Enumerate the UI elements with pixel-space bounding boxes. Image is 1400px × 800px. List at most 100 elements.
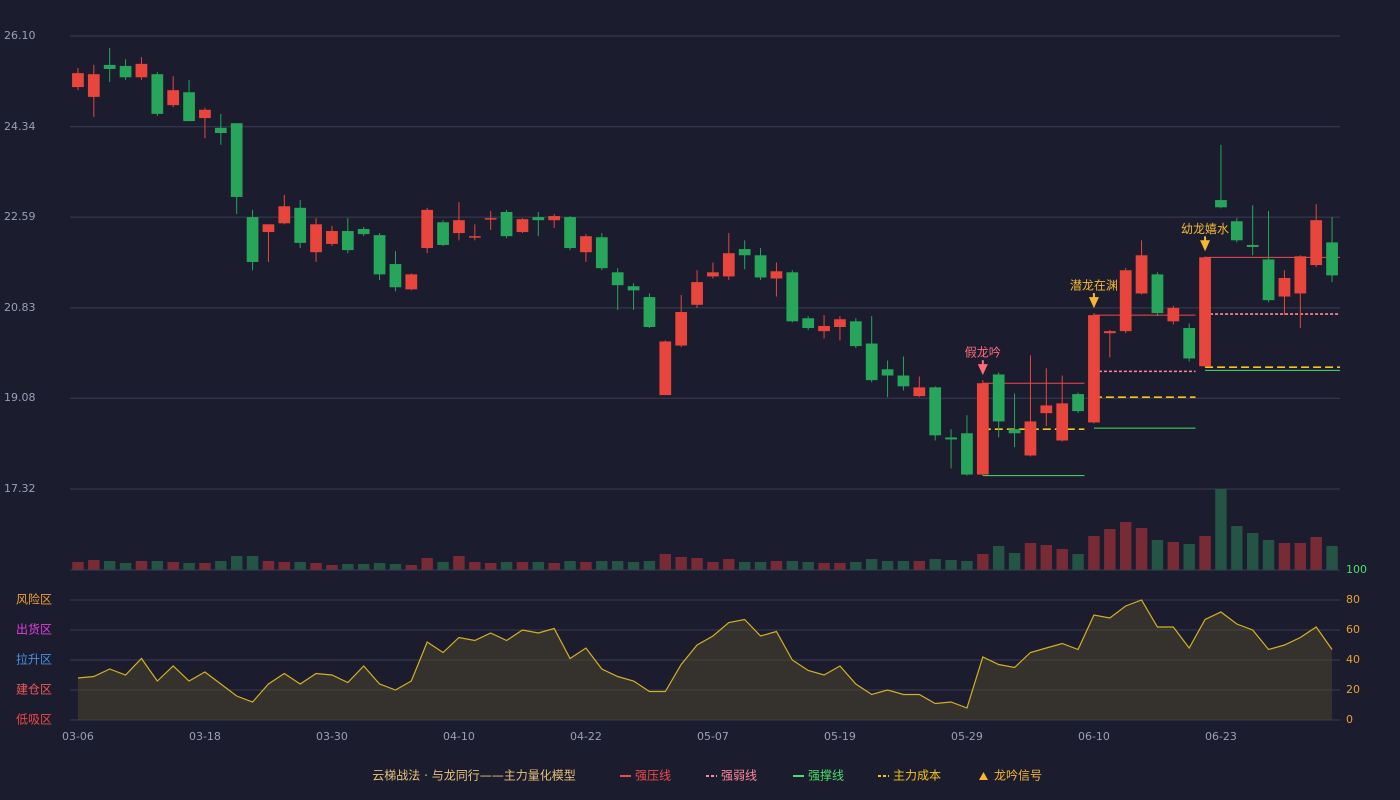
- candle-body: [722, 253, 735, 277]
- y-tick-label: 26.10: [4, 29, 36, 42]
- candle-body: [405, 274, 418, 290]
- volume-bar: [992, 546, 1005, 570]
- volume-bar: [738, 562, 751, 570]
- x-tick-label: 06-10: [1078, 730, 1110, 743]
- volume-bar: [437, 562, 449, 570]
- volume-bar: [770, 561, 783, 570]
- candle-body: [1310, 220, 1323, 266]
- candle-body: [945, 437, 957, 440]
- volume-bar: [278, 562, 291, 570]
- candle-body: [532, 217, 545, 221]
- candle-body: [865, 343, 878, 381]
- volume-bar: [469, 562, 481, 570]
- volume-bar: [897, 561, 910, 570]
- candle-body: [278, 206, 291, 224]
- candle-body: [818, 325, 830, 332]
- candle-body: [1151, 274, 1164, 314]
- volume-bar: [564, 561, 576, 570]
- candle-body: [786, 272, 799, 322]
- candle-body: [453, 220, 465, 234]
- candle-body: [119, 65, 132, 78]
- x-tick-label: 05-07: [697, 730, 729, 743]
- candle-body: [230, 123, 243, 197]
- volume-bar: [373, 563, 386, 570]
- candle-body: [373, 235, 386, 275]
- candle-body: [1183, 328, 1196, 359]
- y-tick-label: 17.32: [4, 482, 36, 495]
- y-tick-label: 19.08: [4, 391, 36, 404]
- candle-body: [1119, 270, 1132, 332]
- candle-body: [151, 74, 164, 114]
- volume-bar: [500, 562, 513, 570]
- legend-label: 强撑线: [808, 768, 844, 783]
- candle-body: [1088, 315, 1100, 423]
- candle-body: [976, 383, 989, 475]
- volume-bar: [786, 561, 799, 570]
- volume-bar: [135, 561, 148, 570]
- candle-body: [1103, 331, 1116, 334]
- volume-bar: [977, 554, 989, 570]
- candle-body: [627, 286, 640, 291]
- volume-bar: [262, 561, 275, 570]
- volume-bar: [88, 560, 100, 570]
- candle-body: [1056, 403, 1069, 441]
- candle-body: [1262, 259, 1275, 301]
- volume-bar: [389, 564, 402, 570]
- candle-body: [1215, 200, 1227, 208]
- candle-body: [87, 74, 100, 97]
- volume-bar: [326, 565, 338, 570]
- candle-body: [849, 321, 862, 347]
- volume-bar: [548, 563, 560, 570]
- y-tick-label: 24.34: [4, 120, 36, 133]
- volume-bar: [1231, 526, 1243, 570]
- candle-body: [738, 249, 751, 256]
- candle-body: [675, 312, 688, 346]
- volume-bar: [453, 556, 465, 570]
- volume-bar: [659, 554, 672, 570]
- volume-bar: [1167, 542, 1180, 570]
- candle-body: [72, 73, 84, 88]
- y2-tick-label: 80: [1346, 593, 1360, 606]
- candle-body: [167, 90, 180, 106]
- candle-body: [389, 264, 402, 288]
- y-tick-label: 20.83: [4, 301, 36, 314]
- candle-body: [707, 272, 719, 277]
- volume-bar: [342, 564, 354, 570]
- volume-bar: [1024, 543, 1037, 570]
- signal-label: 幼龙嬉水: [1181, 222, 1229, 236]
- candle-body: [611, 272, 624, 286]
- volume-bar: [691, 558, 703, 570]
- candle-body: [310, 224, 322, 253]
- zone-label: 拉升区: [16, 652, 52, 667]
- volume-bar: [246, 556, 259, 570]
- volume-bar: [834, 563, 846, 570]
- candle-body: [357, 228, 370, 235]
- candle-body: [1294, 256, 1307, 294]
- candle-body: [802, 318, 815, 329]
- volume-bar: [1135, 528, 1148, 570]
- candle-body: [834, 319, 846, 327]
- signal-arrow: [977, 364, 988, 376]
- volume-bar: [1294, 543, 1307, 570]
- candle-body: [1278, 277, 1291, 297]
- candle-body: [1199, 257, 1211, 367]
- volume-bar: [1119, 522, 1132, 570]
- volume-bar: [119, 563, 132, 570]
- volume-bar: [310, 563, 322, 570]
- y-tick-label: 22.59: [4, 210, 36, 223]
- x-tick-label: 05-29: [951, 730, 983, 743]
- volume-bar: [596, 561, 608, 570]
- volume-bar: [865, 559, 878, 570]
- legend-label: 主力成本: [893, 769, 941, 783]
- volume-bar: [945, 560, 957, 570]
- volume-bar: [580, 562, 592, 570]
- candle-body: [754, 255, 767, 278]
- candle-body: [437, 222, 449, 245]
- legend-swatch: [979, 772, 988, 780]
- volume-bar: [881, 561, 894, 570]
- volume-bar: [72, 562, 84, 570]
- legend-title: 云梯战法 · 与龙同行——主力量化模型: [372, 769, 575, 783]
- candle-body: [1072, 394, 1084, 412]
- volume-bar: [1072, 554, 1084, 570]
